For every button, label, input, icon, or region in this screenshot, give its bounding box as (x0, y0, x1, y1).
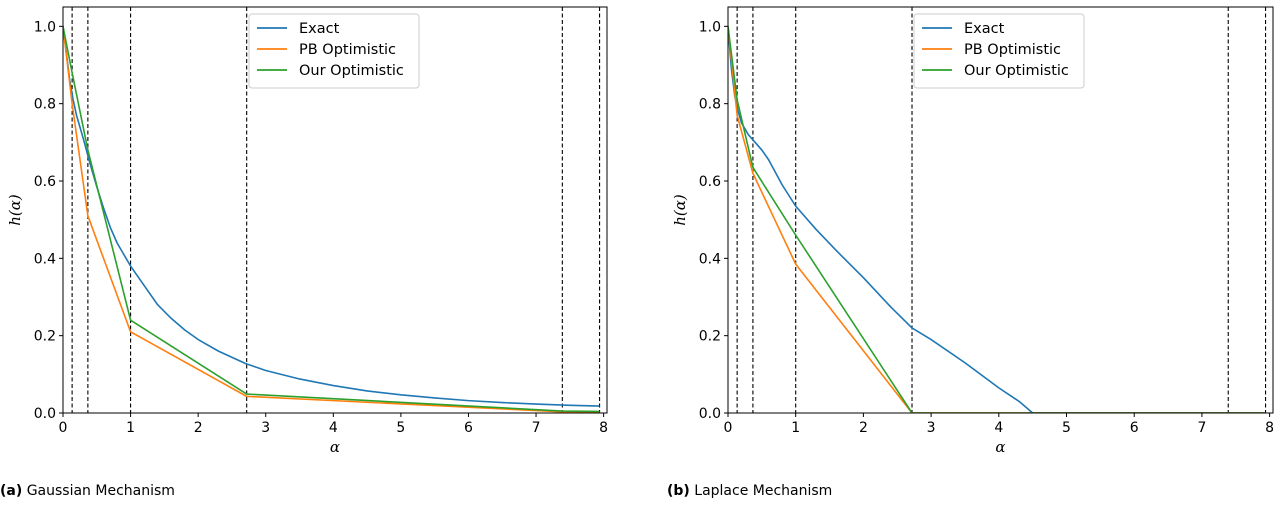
caption-a-label: (a) (0, 483, 23, 499)
x-tick-label-a-7: 7 (532, 420, 541, 436)
caption-b: (b) Laplace Mechanism (667, 483, 832, 499)
x-tick-label-a-6: 6 (464, 420, 473, 436)
caption-b-text: Laplace Mechanism (694, 483, 833, 499)
x-tick-label-b-5: 5 (1062, 420, 1071, 436)
y-tick-label-b-4: 0.8 (699, 97, 721, 113)
y-axis-label-b: h(α) (671, 194, 689, 226)
y-axis-label-a: h(α) (6, 194, 24, 226)
axes-frame-a (62, 6, 608, 414)
x-tick-label-b-2: 2 (859, 420, 868, 436)
series-line-b-0 (728, 26, 1266, 413)
legend-label-a-0: Exact (299, 21, 340, 37)
x-tick-label-a-3: 3 (261, 420, 270, 436)
y-tick-label-b-5: 1.0 (699, 19, 721, 35)
y-tick-label-b-1: 0.2 (699, 329, 721, 345)
y-tick-label-b-3: 0.6 (699, 174, 721, 190)
caption-b-label: (b) (667, 483, 690, 499)
x-tick-label-a-5: 5 (396, 420, 405, 436)
y-tick-label-a-5: 1.0 (34, 19, 56, 35)
y-tick-label-a-1: 0.2 (34, 329, 56, 345)
x-tick-label-a-8: 8 (599, 420, 608, 436)
y-tick-label-b-2: 0.4 (699, 251, 721, 267)
legend-label-b-2: Our Optimistic (964, 63, 1069, 79)
legend-label-a-1: PB Optimistic (299, 42, 396, 58)
y-tick-label-a-3: 0.6 (34, 174, 56, 190)
x-tick-label-b-7: 7 (1197, 420, 1206, 436)
x-axis-label-a: α (330, 438, 340, 456)
x-tick-label-b-4: 4 (994, 420, 1003, 436)
x-tick-label-b-1: 1 (791, 420, 800, 436)
plot-area-b (728, 26, 1266, 413)
series-line-b-2 (728, 26, 1266, 413)
plot-area-a (63, 26, 600, 413)
y-tick-label-a-4: 0.8 (34, 97, 56, 113)
x-tick-label-a-4: 4 (329, 420, 338, 436)
chart-panel-a: 0 1 2 3 4 5 6 7 8 0.0 0.2 0.4 0.6 0.8 1.0 α h(α) Exact PB … (6, 6, 608, 456)
legend-label-a-2: Our Optimistic (299, 63, 404, 79)
x-tick-label-b-6: 6 (1130, 420, 1139, 436)
x-tick-label-b-0: 0 (724, 420, 733, 436)
y-tick-label-a-2: 0.4 (34, 251, 56, 267)
x-axis-label-b: α (995, 438, 1005, 456)
series-line-a-2 (63, 26, 600, 413)
chart-panel-b: 0 1 2 3 4 5 6 7 8 0.0 0.2 0.4 0.6 0.8 1.0 α h(α) Exact PB … (671, 6, 1274, 456)
series-line-a-0 (63, 26, 600, 407)
caption-a-text: Gaussian Mechanism (26, 483, 175, 499)
caption-a: (a) Gaussian Mechanism (0, 483, 175, 499)
series-line-b-1 (728, 26, 1266, 413)
legend-label-b-1: PB Optimistic (964, 42, 1061, 58)
legend-box-a (248, 13, 420, 89)
y-tick-label-b-0: 0.0 (699, 406, 721, 422)
axes-frame-b (727, 6, 1274, 414)
x-tick-label-b-3: 3 (927, 420, 936, 436)
y-tick-label-a-0: 0.0 (34, 406, 56, 422)
legend-label-b-0: Exact (964, 21, 1005, 37)
x-tick-label-b-8: 8 (1265, 420, 1274, 436)
x-tick-label-a-1: 1 (126, 420, 135, 436)
legend-box-b (913, 13, 1085, 89)
x-tick-label-a-0: 0 (59, 420, 68, 436)
x-tick-label-a-2: 2 (194, 420, 203, 436)
